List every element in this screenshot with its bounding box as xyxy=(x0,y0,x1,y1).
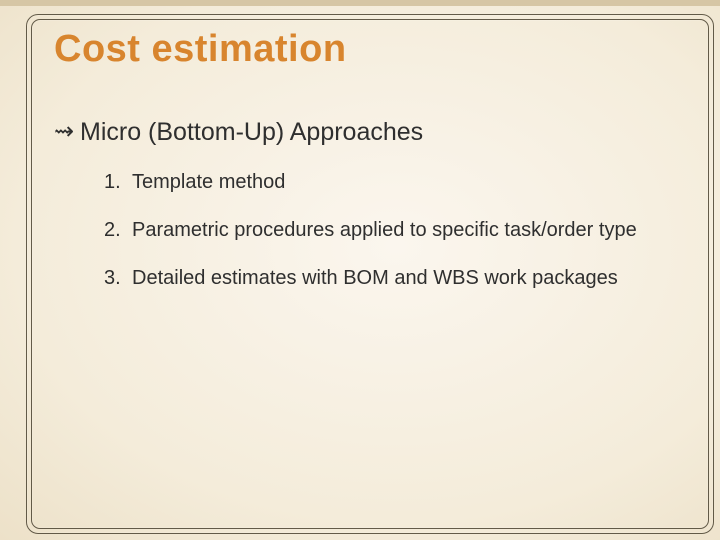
list-item: 1. Template method xyxy=(104,168,666,196)
bullet-heading-row: ⇝ Micro (Bottom-Up) Approaches xyxy=(54,116,666,148)
list-item-text: Detailed estimates with BOM and WBS work… xyxy=(132,264,618,292)
list-item-number: 1. xyxy=(104,168,132,196)
list-item: 2. Parametric procedures applied to spec… xyxy=(104,216,666,244)
bullet-heading-text: Micro (Bottom-Up) Approaches xyxy=(80,116,423,148)
numbered-list: 1. Template method 2. Parametric procedu… xyxy=(104,168,666,292)
list-item-number: 3. xyxy=(104,264,132,292)
list-item-text: Template method xyxy=(132,168,285,196)
list-item-number: 2. xyxy=(104,216,132,244)
slide-body: ⇝ Micro (Bottom-Up) Approaches 1. Templa… xyxy=(54,116,666,312)
list-item: 3. Detailed estimates with BOM and WBS w… xyxy=(104,264,666,292)
slide-title: Cost estimation xyxy=(54,28,347,71)
squiggle-arrow-icon: ⇝ xyxy=(54,116,80,148)
list-item-text: Parametric procedures applied to specifi… xyxy=(132,216,637,244)
slide: Cost estimation ⇝ Micro (Bottom-Up) Appr… xyxy=(0,0,720,540)
